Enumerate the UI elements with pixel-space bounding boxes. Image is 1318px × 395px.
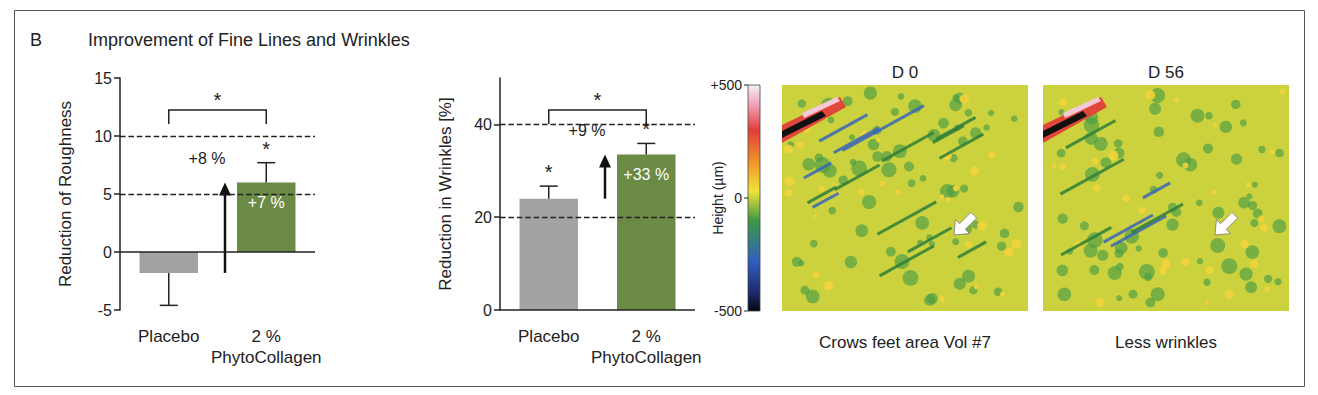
svg-text:10: 10 [94, 128, 112, 145]
svg-text:Crows feet area Vol #7: Crows feet area Vol #7 [819, 333, 991, 352]
svg-text:Less wrinkles: Less wrinkles [1115, 333, 1217, 352]
svg-text:Reduction in Wrinkles [%]: Reduction in Wrinkles [%] [436, 97, 455, 290]
svg-text:0: 0 [103, 244, 112, 261]
svg-text:+500: +500 [710, 77, 742, 93]
svg-text:B: B [30, 30, 42, 50]
svg-text:Height (µm): Height (µm) [710, 161, 726, 234]
svg-text:Improvement of Fine Lines and: Improvement of Fine Lines and Wrinkles [88, 30, 410, 50]
svg-text:+9 %: +9 % [569, 122, 606, 139]
svg-text:PhytoCollagen: PhytoCollagen [211, 348, 322, 367]
svg-text:*: * [642, 118, 650, 140]
svg-text:5: 5 [103, 186, 112, 203]
svg-text:PhytoCollagen: PhytoCollagen [591, 348, 702, 367]
svg-text:+7 %: +7 % [248, 194, 285, 211]
svg-text:0: 0 [734, 190, 742, 206]
svg-text:-5: -5 [98, 302, 112, 319]
svg-text:D 56: D 56 [1148, 63, 1184, 82]
svg-text:*: * [545, 161, 553, 183]
svg-text:40: 40 [474, 116, 492, 133]
svg-text:Placebo: Placebo [138, 327, 199, 346]
svg-text:D 0: D 0 [892, 63, 918, 82]
svg-text:Placebo: Placebo [518, 327, 579, 346]
svg-text:+8 %: +8 % [189, 150, 226, 167]
svg-text:+33 %: +33 % [623, 166, 669, 183]
svg-text:-500: -500 [714, 303, 742, 319]
svg-text:0: 0 [483, 302, 492, 319]
svg-text:2 %: 2 % [632, 327, 661, 346]
svg-text:Reduction of Roughness: Reduction of Roughness [56, 101, 75, 287]
svg-text:15: 15 [94, 70, 112, 87]
svg-text:*: * [594, 89, 602, 111]
svg-text:*: * [262, 138, 270, 160]
svg-text:20: 20 [474, 209, 492, 226]
svg-text:*: * [214, 89, 222, 111]
svg-text:2 %: 2 % [252, 327, 281, 346]
